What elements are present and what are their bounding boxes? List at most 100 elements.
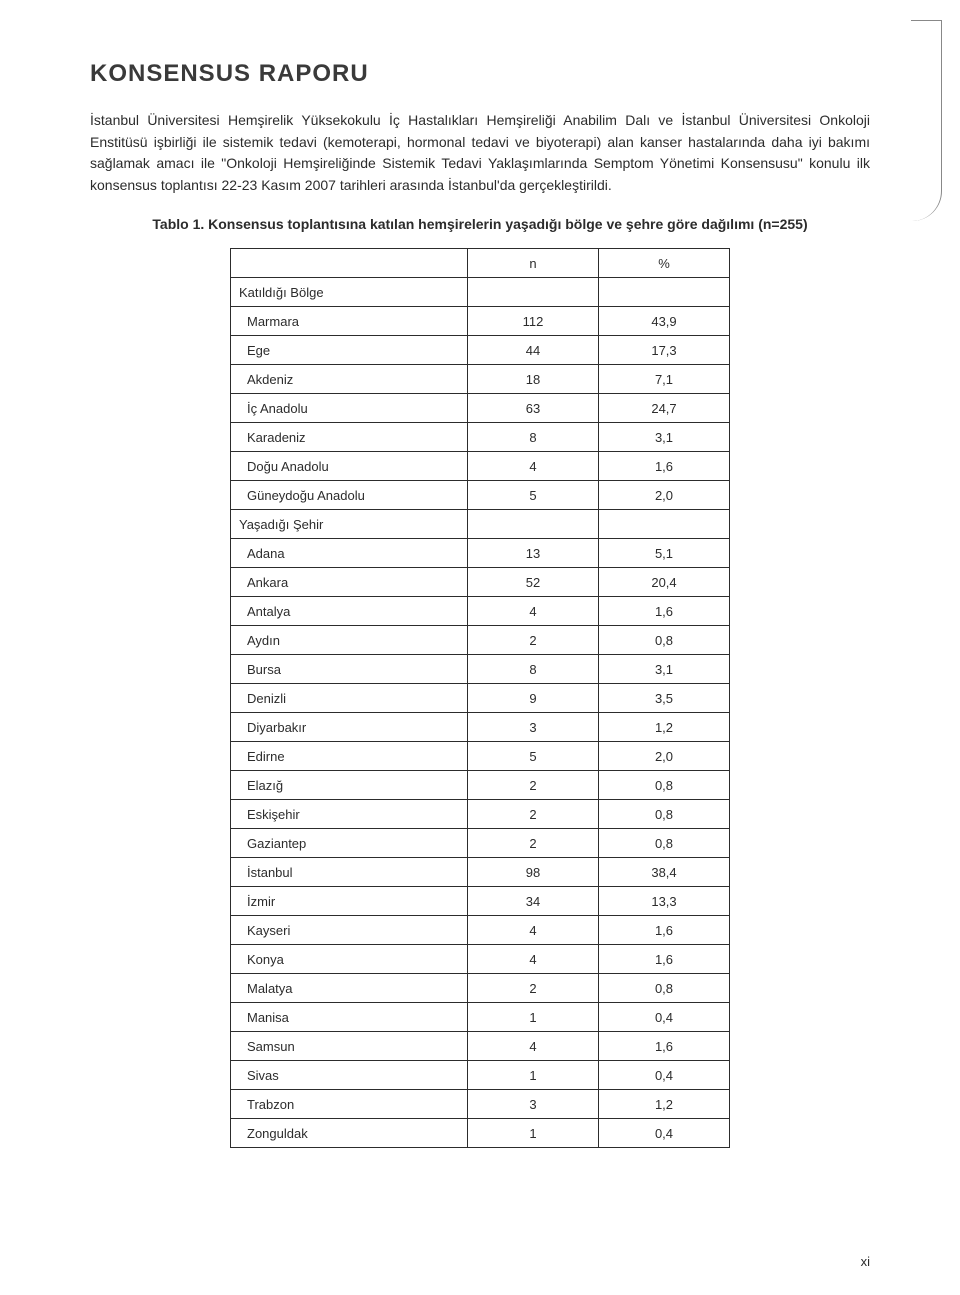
row-pct: 24,7 bbox=[599, 394, 730, 423]
row-pct: 0,8 bbox=[599, 626, 730, 655]
page-number: xi bbox=[861, 1254, 870, 1269]
row-pct: 3,1 bbox=[599, 423, 730, 452]
row-label: Denizli bbox=[231, 684, 468, 713]
cell-empty bbox=[599, 510, 730, 539]
table-row: Malatya20,8 bbox=[231, 974, 730, 1003]
table-row: Sivas10,4 bbox=[231, 1061, 730, 1090]
table-row: Ege4417,3 bbox=[231, 336, 730, 365]
row-n: 2 bbox=[468, 974, 599, 1003]
row-n: 2 bbox=[468, 771, 599, 800]
table-section-header: Yaşadığı Şehir bbox=[231, 510, 730, 539]
cell-empty bbox=[468, 278, 599, 307]
row-pct: 3,1 bbox=[599, 655, 730, 684]
row-label: Eskişehir bbox=[231, 800, 468, 829]
table-row: Akdeniz187,1 bbox=[231, 365, 730, 394]
row-pct: 17,3 bbox=[599, 336, 730, 365]
row-pct: 1,6 bbox=[599, 1032, 730, 1061]
table-row: Aydın20,8 bbox=[231, 626, 730, 655]
row-pct: 13,3 bbox=[599, 887, 730, 916]
row-n: 3 bbox=[468, 713, 599, 742]
row-pct: 2,0 bbox=[599, 742, 730, 771]
row-n: 8 bbox=[468, 423, 599, 452]
row-label: Malatya bbox=[231, 974, 468, 1003]
row-n: 9 bbox=[468, 684, 599, 713]
table-row: Güneydoğu Anadolu52,0 bbox=[231, 481, 730, 510]
row-n: 2 bbox=[468, 829, 599, 858]
table-row: Edirne52,0 bbox=[231, 742, 730, 771]
table-row: Trabzon31,2 bbox=[231, 1090, 730, 1119]
table-row: Konya41,6 bbox=[231, 945, 730, 974]
row-label: Samsun bbox=[231, 1032, 468, 1061]
row-n: 44 bbox=[468, 336, 599, 365]
table-row: Marmara11243,9 bbox=[231, 307, 730, 336]
row-label: Manisa bbox=[231, 1003, 468, 1032]
table-section-header: Katıldığı Bölge bbox=[231, 278, 730, 307]
row-pct: 0,8 bbox=[599, 974, 730, 1003]
row-label: Kayseri bbox=[231, 916, 468, 945]
row-label: Trabzon bbox=[231, 1090, 468, 1119]
table-row: İzmir3413,3 bbox=[231, 887, 730, 916]
row-n: 63 bbox=[468, 394, 599, 423]
row-pct: 3,5 bbox=[599, 684, 730, 713]
table-row: İç Anadolu6324,7 bbox=[231, 394, 730, 423]
row-n: 52 bbox=[468, 568, 599, 597]
row-n: 4 bbox=[468, 597, 599, 626]
table-row: Antalya41,6 bbox=[231, 597, 730, 626]
table-header-blank bbox=[231, 249, 468, 278]
row-pct: 1,6 bbox=[599, 945, 730, 974]
row-pct: 7,1 bbox=[599, 365, 730, 394]
row-label: Zonguldak bbox=[231, 1119, 468, 1148]
table-row: Gaziantep20,8 bbox=[231, 829, 730, 858]
row-n: 1 bbox=[468, 1119, 599, 1148]
row-pct: 20,4 bbox=[599, 568, 730, 597]
row-n: 8 bbox=[468, 655, 599, 684]
table-row: Eskişehir20,8 bbox=[231, 800, 730, 829]
table-row: Zonguldak10,4 bbox=[231, 1119, 730, 1148]
row-pct: 0,4 bbox=[599, 1003, 730, 1032]
table-row: Karadeniz83,1 bbox=[231, 423, 730, 452]
table-row: Manisa10,4 bbox=[231, 1003, 730, 1032]
row-label: Marmara bbox=[231, 307, 468, 336]
table-caption: Tablo 1. Konsensus toplantısına katılan … bbox=[90, 215, 870, 235]
row-n: 98 bbox=[468, 858, 599, 887]
row-pct: 0,4 bbox=[599, 1119, 730, 1148]
table-row: Diyarbakır31,2 bbox=[231, 713, 730, 742]
row-n: 2 bbox=[468, 626, 599, 655]
table-row: Elazığ20,8 bbox=[231, 771, 730, 800]
row-label: Konya bbox=[231, 945, 468, 974]
cell-empty bbox=[468, 510, 599, 539]
table-row: Doğu Anadolu41,6 bbox=[231, 452, 730, 481]
cell-empty bbox=[599, 278, 730, 307]
row-n: 2 bbox=[468, 800, 599, 829]
page-title: KONSENSUS RAPORU bbox=[90, 60, 870, 88]
section-label: Katıldığı Bölge bbox=[231, 278, 468, 307]
row-pct: 38,4 bbox=[599, 858, 730, 887]
row-n: 4 bbox=[468, 452, 599, 481]
row-label: Edirne bbox=[231, 742, 468, 771]
row-label: Diyarbakır bbox=[231, 713, 468, 742]
row-n: 4 bbox=[468, 1032, 599, 1061]
row-pct: 0,8 bbox=[599, 800, 730, 829]
table-row: Denizli93,5 bbox=[231, 684, 730, 713]
row-label: Elazığ bbox=[231, 771, 468, 800]
row-pct: 1,6 bbox=[599, 916, 730, 945]
row-n: 13 bbox=[468, 539, 599, 568]
row-label: İstanbul bbox=[231, 858, 468, 887]
page-bracket-decoration bbox=[911, 20, 942, 221]
row-pct: 0,8 bbox=[599, 771, 730, 800]
table-row: Kayseri41,6 bbox=[231, 916, 730, 945]
table-row: Ankara5220,4 bbox=[231, 568, 730, 597]
table-row: İstanbul9838,4 bbox=[231, 858, 730, 887]
row-pct: 0,4 bbox=[599, 1061, 730, 1090]
row-n: 112 bbox=[468, 307, 599, 336]
row-pct: 1,2 bbox=[599, 713, 730, 742]
row-n: 4 bbox=[468, 916, 599, 945]
table-header-n: n bbox=[468, 249, 599, 278]
document-page: KONSENSUS RAPORU İstanbul Üniversitesi H… bbox=[0, 0, 960, 1295]
row-n: 1 bbox=[468, 1061, 599, 1090]
row-label: Ankara bbox=[231, 568, 468, 597]
row-n: 5 bbox=[468, 481, 599, 510]
table-header-row: n % bbox=[231, 249, 730, 278]
row-pct: 2,0 bbox=[599, 481, 730, 510]
row-n: 5 bbox=[468, 742, 599, 771]
